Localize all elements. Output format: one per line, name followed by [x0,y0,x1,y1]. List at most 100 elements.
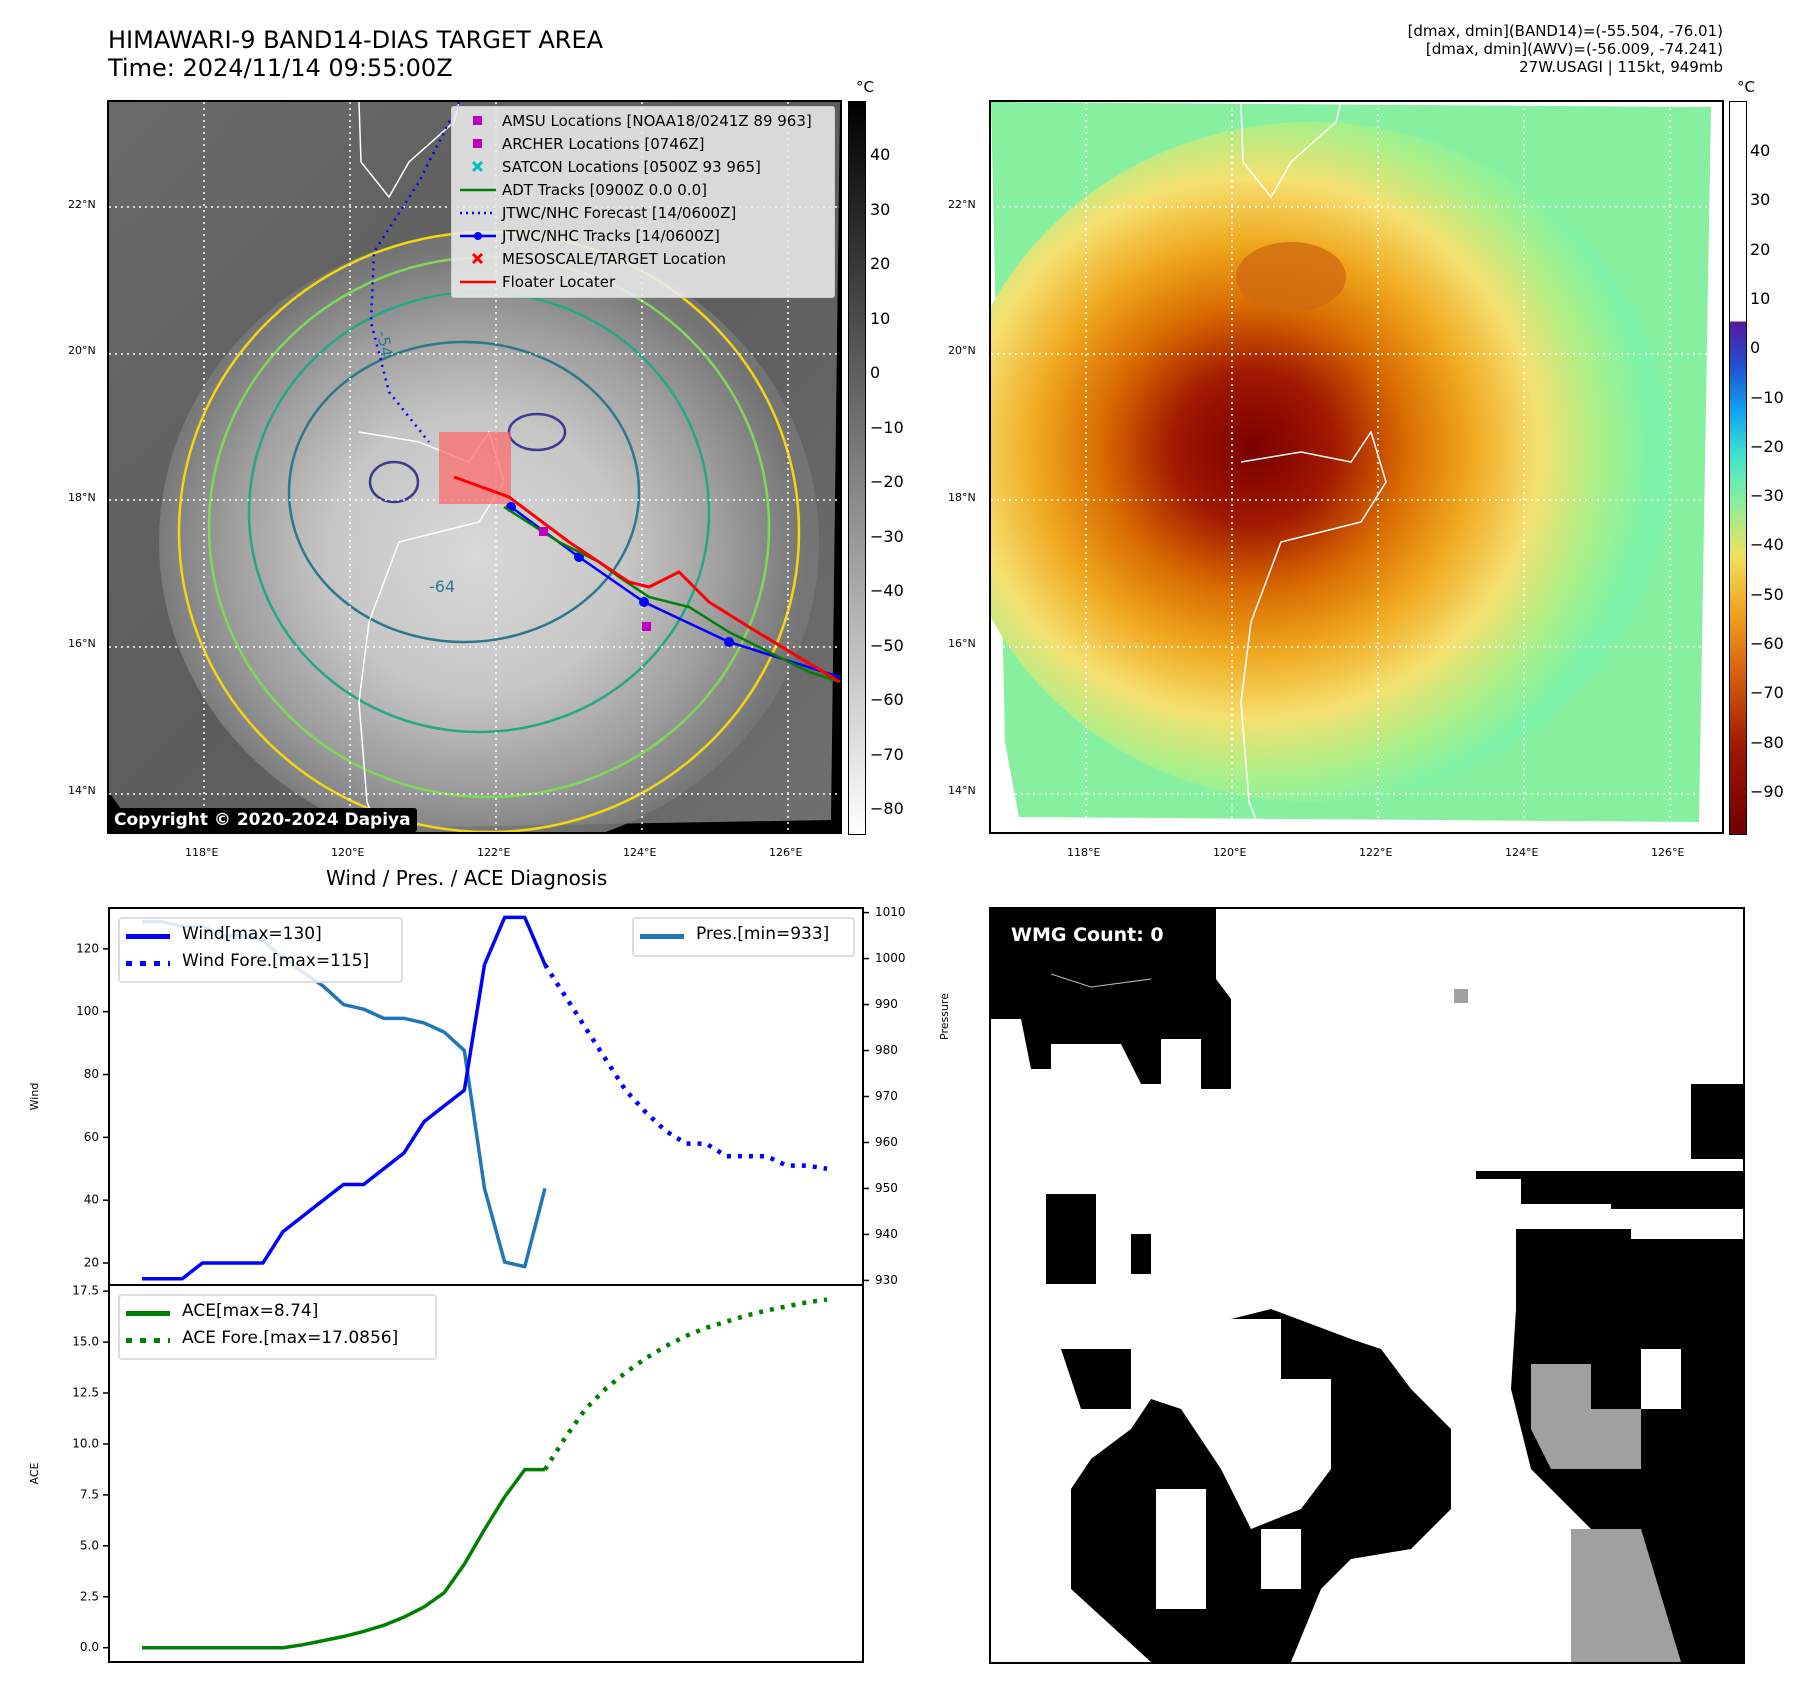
colorbar-tick-label: 30 [1750,190,1771,210]
square-marker-icon [473,116,482,125]
solid-line-icon [640,934,684,939]
colorbar-tick-label: −20 [1750,436,1784,456]
pressure-y-tick-label: 950 [875,1181,898,1195]
solid-line-icon [126,1311,170,1316]
colorbar-tick-label: 30 [870,199,891,219]
ace-y-tick-label: 7.5 [80,1487,99,1501]
solid-line-icon [126,934,170,939]
colorbar-tick-label: −40 [870,581,904,600]
wind-line [142,964,487,1281]
meta-awv-range: [dmax, dmin](AWV)=(-56.009, -74.241) [1425,40,1723,58]
wmg-count-badge: WMG Count: 0 [1002,921,1173,949]
ace-y-tick-label: 2.5 [80,1589,99,1603]
colorbar-tick-label: −30 [1750,486,1784,506]
colorbar-tick-label: −40 [1750,535,1784,555]
ace-y-tick-label: 17.5 [72,1284,99,1298]
colorbar-tick-label: 40 [1750,141,1771,160]
lat-tick-label: 22°N [948,198,976,211]
colorbar-tick-label: 10 [870,308,891,328]
dotted-line-icon [126,1338,170,1343]
wind-axis-title: Wind [28,1083,41,1111]
colorbar-tick-label: −90 [1750,781,1784,801]
dotted-line-icon [126,961,170,966]
colorbar-tick-label: −10 [870,417,904,437]
wmg-white-holes [1156,1349,1681,1609]
cloud-band [1236,242,1346,312]
square-marker-icon [473,139,482,148]
colorbar-tick-label: 40 [870,145,891,164]
colorbar-tick-label: −70 [1750,683,1784,703]
enhanced-ir-colorbar-unit: °C [1737,78,1755,96]
pressure-y-tick-label: 990 [875,997,898,1011]
lon-tick-label: 124°E [1505,846,1539,859]
wind-y-tick-label: 100 [76,1004,99,1018]
wmg-coastline [1050,973,1152,988]
lon-tick-label: 122°E [477,846,511,859]
graticule [991,102,1722,832]
colorbar-tick-label: −80 [1750,732,1784,752]
typhoon-cloud-mass [159,232,819,832]
pressure-axis-title: Pressure [938,993,951,1040]
ir-colorbar [848,101,866,835]
lat-tick-label: 14°N [68,784,96,797]
ace-y-tick-label: 0.0 [80,1640,99,1654]
dotted-line-icon [460,211,496,215]
lat-tick-label: 22°N [68,198,96,211]
colorbar-tick-label: −80 [870,799,904,818]
archer-location-marker [539,527,548,536]
meta-band14-range: [dmax, dmin](BAND14)=(-55.504, -76.01) [1407,22,1723,40]
ace-forecast-line [543,1297,828,1471]
pressure-y-tick-label: 940 [875,1227,898,1241]
amsu-location-marker [642,622,651,631]
ace-y-tick-label: 15.0 [72,1335,99,1349]
diagnosis-chart-title: Wind / Pres. / ACE Diagnosis [326,866,608,890]
ace-y-tick-label: 5.0 [80,1538,99,1552]
lon-tick-label: 118°E [1067,846,1101,859]
lat-tick-label: 20°N [68,344,96,357]
wind-y-tick-label: 60 [84,1130,99,1144]
title-line-1: HIMAWARI-9 BAND14-DIAS TARGET AREA [108,26,604,54]
lon-tick-label: 118°E [185,846,219,859]
lon-tick-label: 120°E [331,846,365,859]
pressure-y-tick-label: 960 [875,1135,898,1149]
enhanced-ir-canvas [991,102,1722,832]
diagnosis-charts: 20 40 60 80 100 120 Wind 930 940 950 960 970 980 990 1… [28,905,951,1663]
pressure-y-tick-label: 980 [875,1043,898,1057]
lon-tick-label: 126°E [769,846,803,859]
colorbar-tick-label: 0 [870,363,881,382]
wind-y-tick-label: 80 [84,1067,99,1081]
x-marker-icon [471,160,484,173]
solid-line-icon [460,188,496,192]
pressure-y-tick-label: 1010 [875,905,906,919]
colorbar-tick-label: −70 [870,744,904,764]
colorbar-tick-label: −50 [1750,584,1784,604]
colorbar-tick-label: −20 [870,472,904,491]
wind-y-tick-label: 20 [84,1256,99,1270]
colorbar-tick-label: 20 [1750,239,1771,259]
ace-axis-title: ACE [28,1462,41,1484]
lat-tick-label: 18°N [68,491,96,504]
contour-label-54: -54 [373,329,396,358]
pressure-legend: Pres.[min=933] [632,917,855,957]
wmg-mask-canvas [991,909,1743,1662]
x-marker-icon [471,252,484,265]
colorbar-tick-label: 20 [870,254,891,273]
pressure-y-tick-label: 970 [875,1089,898,1103]
meta-storm-info: 27W.USAGI | 115kt, 949mb [1519,58,1723,76]
enhanced-ir-colorbar [1729,101,1747,835]
wind-forecast-line [543,963,828,1171]
lat-tick-label: 18°N [948,491,976,504]
storm-metadata: [dmax, dmin](BAND14)=(-55.504, -76.01) [… [1408,22,1723,76]
ir-map-panel: -54 -64 AMSU Locations [NOAA18/0241Z 89 … [107,100,842,834]
solid-line-icon [460,280,496,284]
coastline [1240,102,1387,832]
wmg-gray-regions [1454,989,1681,1662]
lat-tick-label: 16°N [948,637,976,650]
lon-tick-label: 122°E [1359,846,1393,859]
lat-tick-label: 16°N [68,637,96,650]
contour-purple-1 [368,460,420,504]
lat-tick-label: 20°N [948,344,976,357]
lon-tick-label: 126°E [1651,846,1685,859]
colorbar-tick-label: 0 [1750,338,1761,358]
colorbar-tick-label: −50 [870,635,904,655]
